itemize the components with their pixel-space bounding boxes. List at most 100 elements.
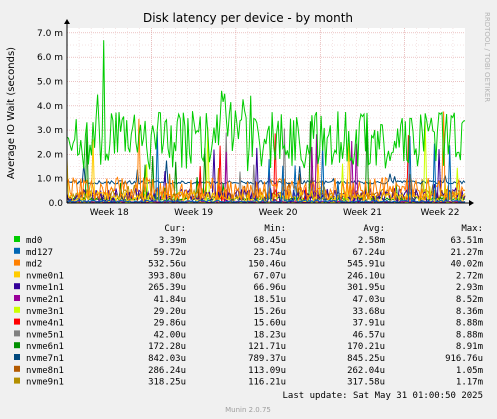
legend-value: 15.60u (253, 319, 286, 329)
legend-value: 532.56u (148, 260, 186, 270)
series-lines (66, 40, 466, 204)
legend-name-nvme6n1: nvme6n1 (26, 342, 64, 352)
y-tick-label: 0.0 (49, 199, 64, 209)
x-axis-arrow (469, 200, 474, 206)
legend-value: 3.39m (159, 236, 186, 246)
y-tick-label: 5.0 m (37, 77, 63, 87)
legend-swatch-md2 (14, 259, 20, 266)
legend-value: 113.09u (248, 366, 286, 376)
x-tick-label: Week 20 (259, 208, 298, 218)
legend-value: 2.58m (358, 236, 385, 246)
legend-value: 317.58u (347, 378, 385, 388)
y-axis-arrow (64, 19, 70, 24)
legend-value: 116.21u (248, 378, 286, 388)
legend-swatch-nvme2n1 (14, 295, 20, 301)
series-line-md127 (66, 131, 466, 204)
x-tick-label: Week 21 (343, 208, 382, 218)
legend-column-header: Min: (264, 224, 286, 234)
legend-name-nvme0n1: nvme0n1 (26, 271, 64, 281)
legend-value: 393.80u (148, 271, 186, 281)
legend-name-nvme9n1: nvme9n1 (26, 378, 64, 388)
legend-value: 29.20u (153, 307, 186, 317)
legend-value: 246.10u (347, 271, 385, 281)
x-tick-label: Week 18 (90, 208, 129, 218)
legend-name-md2: md2 (26, 260, 42, 270)
legend-value: 2.93m (456, 283, 483, 293)
legend-swatch-nvme0n1 (14, 271, 20, 278)
y-tick-label: 6.0 m (37, 53, 63, 63)
y-tick-label: 3.0 m (37, 126, 63, 136)
legend-value: 2.72m (456, 271, 483, 281)
legend-value: 23.74u (253, 248, 286, 258)
y-tick-label: 2.0 m (37, 150, 63, 160)
rrdtool-credit: RRDTOOL / TOBI OETIKER (483, 12, 491, 102)
legend: Cur: Min: Avg: Max: md0 3.39m 68.45u 2.58m 63.51… (14, 224, 483, 388)
legend-value: 8.36m (456, 307, 483, 317)
legend-value: 42.00u (153, 330, 186, 340)
legend-value: 286.24u (148, 366, 186, 376)
legend-value: 8.52m (456, 295, 483, 305)
chart-title: Disk latency per device - by month (143, 11, 353, 25)
legend-value: 66.96u (253, 283, 286, 293)
legend-value: 21.27m (450, 248, 483, 258)
legend-value: 301.95u (347, 283, 385, 293)
legend-value: 67.07u (253, 271, 286, 281)
legend-name-nvme1n1: nvme1n1 (26, 283, 64, 293)
legend-column-header: Max: (461, 224, 483, 234)
legend-name-nvme2n1: nvme2n1 (26, 295, 64, 305)
legend-value: 37.91u (352, 319, 385, 329)
legend-value: 47.03u (352, 295, 385, 305)
legend-value: 8.88m (456, 330, 483, 340)
legend-value: 33.68u (352, 307, 385, 317)
y-tick-label: 7.0 m (37, 29, 63, 39)
legend-value: 29.86u (153, 319, 186, 329)
legend-swatch-nvme4n1 (14, 318, 20, 325)
legend-value: 15.26u (253, 307, 286, 317)
x-tick-label: Week 22 (421, 208, 460, 218)
legend-name-md127: md127 (26, 248, 53, 258)
legend-value: 318.25u (148, 378, 186, 388)
legend-column-header: Avg: (363, 224, 385, 234)
series-line-md0 (66, 40, 466, 172)
legend-value: 41.84u (153, 295, 186, 305)
legend-value: 46.57u (352, 330, 385, 340)
legend-value: 842.03u (148, 354, 186, 364)
legend-name-nvme3n1: nvme3n1 (26, 307, 64, 317)
series-line-md2 (66, 111, 466, 201)
legend-swatch-md127 (14, 247, 20, 254)
legend-name-nvme5n1: nvme5n1 (26, 330, 64, 340)
legend-value: 1.17m (456, 378, 483, 388)
legend-value: 40.02m (450, 260, 483, 270)
plot-area (67, 28, 465, 203)
legend-value: 916.76u (445, 354, 483, 364)
y-tick-label: 1.0 m (37, 175, 63, 185)
y-tick-label: 4.0 m (37, 102, 63, 112)
legend-swatch-nvme6n1 (14, 342, 20, 349)
axes: 7.0 m 6.0 m 5.0 m 4.0 m 3.0 m 2.0 m 1.0 m 0.0 We… (37, 19, 474, 218)
legend-swatch-nvme1n1 (14, 283, 20, 290)
legend-value: 265.39u (148, 283, 186, 293)
munin-version: Munin 2.0.75 (225, 406, 271, 414)
legend-value: 789.37u (248, 354, 286, 364)
legend-swatch-nvme8n1 (14, 365, 20, 372)
legend-value: 262.04u (347, 366, 385, 376)
y-axis-label: Average IO Wait (seconds) (6, 47, 17, 179)
legend-name-md0: md0 (26, 236, 42, 246)
legend-value: 150.46u (248, 260, 286, 270)
legend-name-nvme4n1: nvme4n1 (26, 319, 64, 329)
legend-swatch-nvme7n1 (14, 354, 20, 360)
legend-column-header: Cur: (164, 224, 186, 234)
legend-swatch-nvme5n1 (14, 330, 20, 337)
legend-value: 67.24u (352, 248, 385, 258)
legend-value: 172.28u (148, 342, 186, 352)
legend-value: 18.23u (253, 330, 286, 340)
legend-name-nvme8n1: nvme8n1 (26, 366, 64, 376)
legend-value: 8.88m (456, 319, 483, 329)
last-update: Last update: Sat May 31 01:00:50 2025 (283, 391, 483, 401)
legend-value: 845.25u (347, 354, 385, 364)
legend-value: 1.05m (456, 366, 483, 376)
legend-value: 121.71u (248, 342, 286, 352)
legend-value: 18.51u (253, 295, 286, 305)
legend-swatch-nvme3n1 (14, 306, 20, 313)
